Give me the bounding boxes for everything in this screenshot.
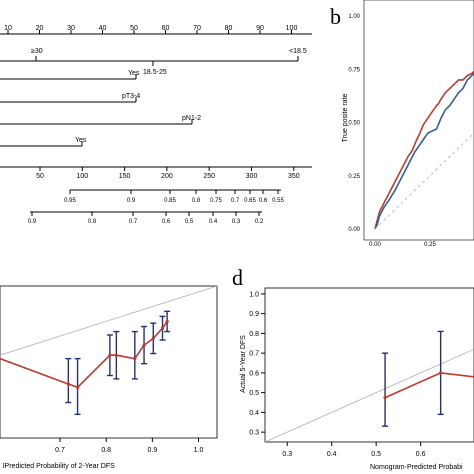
panel-b-roc: b True posite rate 0.000.250.500.751.00 … — [330, 0, 474, 248]
b-series-grey-2 — [374, 132, 474, 230]
prob1-label-1: 0.9 — [127, 198, 136, 204]
c-xtick-label-3: 1.0 — [194, 447, 204, 454]
prob2-label-3: 0.6 — [162, 219, 171, 225]
prob2-label-7: 0.2 — [255, 219, 264, 225]
d-ytick-label-2: 0.5 — [249, 390, 259, 397]
panel-d-plot-area — [264, 330, 474, 443]
panel-letter-d: d — [232, 265, 243, 290]
prob2-label-4: 0.5 — [185, 219, 194, 225]
panel-d-xlabel: Nomogram-Predicted Probabi — [370, 464, 463, 471]
c-point-3 — [114, 353, 118, 357]
panel-c-frame — [0, 285, 218, 439]
c-series-grey-1 — [0, 285, 218, 356]
c-series-red-0 — [0, 321, 168, 389]
total-points-label-5: 300 — [246, 173, 258, 180]
n-stage-label: pN1-2 — [182, 115, 201, 122]
prob2-label-0: 0.9 — [28, 219, 37, 225]
b-xtick-label-0: 0.00 — [369, 242, 381, 248]
b-series-blue-1 — [374, 72, 474, 230]
prob2-label-1: 0.8 — [88, 219, 97, 225]
panel-b-plot-area — [374, 70, 474, 230]
total-points-label-3: 200 — [161, 173, 173, 180]
prob2-label-6: 0.3 — [232, 219, 241, 225]
d-xtick-label-0: 0.3 — [282, 451, 292, 458]
total-points-label-2: 150 — [119, 173, 131, 180]
b-ytick-label-0: 0.00 — [348, 227, 360, 233]
panel-letter-b: b — [330, 4, 341, 29]
points-axis-label-4: 50 — [130, 25, 138, 32]
prob1-label-3: 0.8 — [192, 198, 201, 204]
c-point-8 — [165, 319, 169, 324]
c-point-7 — [160, 326, 165, 330]
prob1-label-5: 0.7 — [231, 198, 240, 204]
bmi-label-ge30: ≥30 — [31, 48, 43, 55]
c-xtick-label-2: 0.9 — [147, 447, 157, 454]
d-point-0 — [383, 395, 387, 400]
row2-label-yes: Yes — [128, 70, 140, 77]
points-axis-label-1: 20 — [36, 25, 44, 32]
b-ytick-label-1: 0.25 — [348, 174, 360, 180]
t-stage-label: pT3-4 — [122, 93, 140, 100]
d-ytick-label-7: 1.0 — [249, 291, 259, 298]
points-axis-label-3: 40 — [99, 25, 107, 32]
c-point-1 — [75, 385, 80, 389]
d-ytick-label-0: 0.3 — [249, 430, 259, 437]
points-axis-label-0: 10 — [4, 25, 12, 32]
c-point-2 — [108, 353, 112, 357]
prob1-label-8: 0.55 — [272, 198, 284, 204]
d-xtick-label-1: 0.4 — [327, 451, 337, 458]
d-point-1 — [439, 371, 443, 375]
d-ytick-label-6: 0.9 — [249, 311, 259, 318]
prob1-label-6: 0.65 — [244, 198, 256, 204]
b-series-red-0 — [374, 70, 474, 230]
c-point-5 — [142, 343, 146, 347]
prob1-label-7: 0.6 — [259, 198, 268, 204]
panel-c-xlabel: lPredicted Probability of 2-Year DFS — [3, 463, 115, 470]
row5-label-yes: Yes — [75, 137, 87, 144]
d-xtick-label-3: 0.6 — [416, 451, 426, 458]
d-ytick-label-5: 0.8 — [249, 331, 259, 338]
panel-a-nomogram: 10 20 30 40 50 60 70 80 90 100 ≥30 18.5-25 <18.5 … — [0, 25, 312, 225]
d-xtick-label-2: 0.5 — [371, 451, 381, 458]
bmi-label-18-25: 18.5-25 — [143, 69, 167, 76]
c-xtick-label-1: 0.8 — [101, 447, 111, 454]
panel-c-plot-area — [0, 285, 218, 416]
prob1-label-2: 0.85 — [164, 198, 176, 204]
total-points-label-6: 350 — [288, 173, 300, 180]
prob2-label-5: 0.4 — [209, 219, 218, 225]
points-axis-label-8: 90 — [256, 25, 264, 32]
panel-c-calibration: 0.7 0.8 0.9 1.0 lPredicted Probability of 2… — [0, 285, 218, 470]
c-point-4 — [133, 357, 137, 361]
panel-d-calibration: d Actual 5-Year DFS 0.3 0.4 0.5 0.6 0.7 0.8 0.… — [232, 265, 474, 471]
d-ytick-label-4: 0.7 — [249, 351, 259, 358]
d-series-red-0 — [384, 372, 474, 399]
panel-b-ylabel: True posite rate — [342, 94, 349, 143]
d-ytick-label-1: 0.4 — [249, 410, 259, 417]
total-points-label-4: 250 — [203, 173, 215, 180]
points-axis-label-2: 30 — [67, 25, 75, 32]
d-ytick-label-3: 0.6 — [249, 370, 259, 377]
points-axis-label-6: 70 — [193, 25, 201, 32]
b-ytick-label-3: 0.75 — [348, 67, 360, 73]
prob1-label-0: 0.95 — [64, 198, 76, 204]
prob1-label-4: 0.75 — [210, 198, 222, 204]
panel-d-ylabel: Actual 5-Year DFS — [240, 335, 247, 393]
panel-b-frame — [363, 0, 474, 241]
d-series-grey-1 — [264, 348, 474, 443]
total-points-label-1: 100 — [76, 173, 88, 180]
c-point-0 — [66, 382, 70, 386]
points-axis-label-7: 80 — [225, 25, 233, 32]
points-axis-label-5: 60 — [162, 25, 170, 32]
b-ytick-label-2: 0.50 — [348, 121, 360, 127]
b-xtick-label-1: 0.25 — [424, 242, 436, 248]
total-points-label-0: 50 — [36, 173, 44, 180]
c-point-6 — [151, 336, 155, 340]
c-xtick-label-0: 0.7 — [55, 447, 65, 454]
points-axis-label-9: 100 — [286, 25, 298, 32]
prob2-label-2: 0.7 — [129, 219, 138, 225]
panel-d-frame — [264, 287, 474, 443]
bmi-label-lt18: <18.5 — [289, 48, 307, 55]
b-ytick-label-4: 1.00 — [348, 14, 360, 20]
